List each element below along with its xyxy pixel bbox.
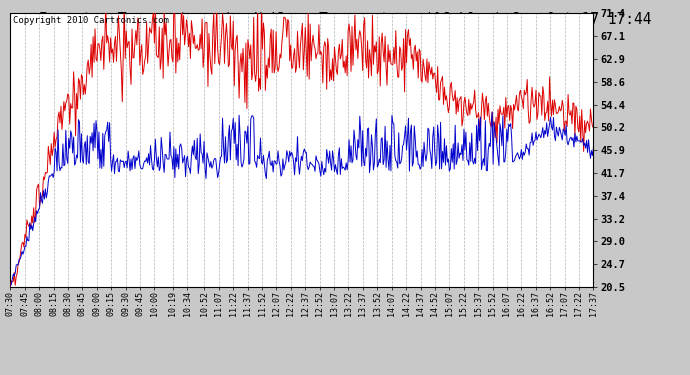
- Text: Copyright 2010 Cartronics.com: Copyright 2010 Cartronics.com: [13, 16, 169, 25]
- Text: Inverter Temperature (red)/Case Temperature (°C blue) Sun Oct 17 17:44: Inverter Temperature (red)/Case Temperat…: [39, 12, 651, 27]
